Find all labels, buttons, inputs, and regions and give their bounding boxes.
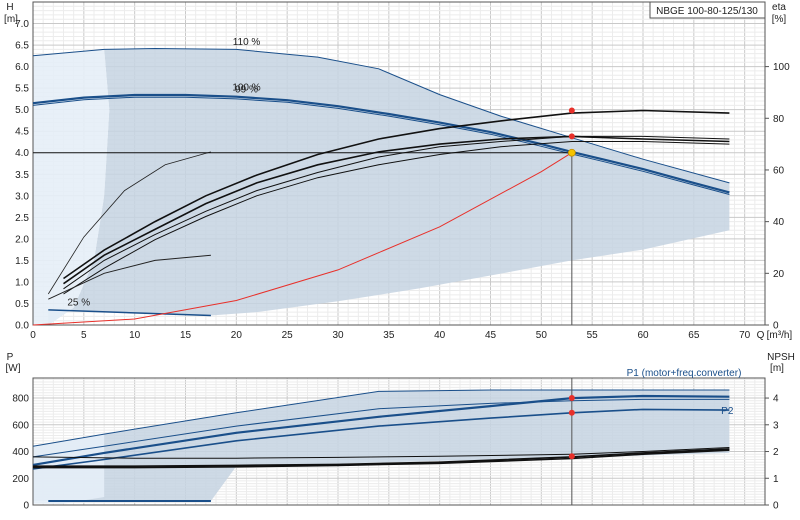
curve-annotation: 25 % — [67, 298, 90, 309]
curve-annotation: 110 % — [233, 37, 261, 48]
flow-x-tick-label: 65 — [688, 330, 700, 341]
flow-x-tick-label: 15 — [180, 330, 192, 341]
flow-x-tick-label: 0 — [30, 330, 36, 341]
power-duty-marker — [568, 453, 575, 460]
power-axis-label: P — [7, 352, 14, 363]
head-y-tick-label: 5.0 — [15, 105, 29, 116]
head-axis-label: H — [6, 2, 13, 13]
npsh-y-tick-label: 3 — [773, 420, 779, 431]
efficiency-y-tick-label: 100 — [773, 62, 790, 73]
flow-x-tick-label: 50 — [536, 330, 548, 341]
head-y-tick-label: 2.5 — [15, 213, 29, 224]
duty-efficiency-marker — [568, 133, 575, 140]
curve-annotation: 99 % — [235, 84, 258, 95]
head-y-tick-label: 4.5 — [15, 127, 29, 138]
efficiency-curve-low-speed-upper — [47, 151, 212, 295]
flow-axis-unit: [m³/h] — [767, 330, 793, 341]
flow-x-tick-label: 40 — [434, 330, 446, 341]
power-light-area — [33, 434, 105, 504]
head-axis-unit: [m] — [4, 14, 18, 25]
head-light-area — [33, 49, 110, 326]
head-y-tick-label: 6.0 — [15, 62, 29, 73]
efficiency-curve-eta-c — [63, 135, 730, 290]
npsh-curve-NPSH-c — [33, 449, 730, 469]
flow-x-tick-label: 60 — [637, 330, 649, 341]
npsh-axis-label: NPSH — [767, 352, 795, 363]
curve-100-percent — [32, 93, 730, 194]
system-curve — [32, 152, 573, 326]
curve-110-percent — [32, 47, 730, 184]
head-y-tick-label: 1.0 — [15, 277, 29, 288]
power-y-tick-label: 400 — [12, 447, 29, 458]
flow-axis-label: Q — [757, 330, 765, 341]
flow-x-tick-label: 70 — [739, 330, 751, 341]
flow-x-tick-label: 35 — [383, 330, 395, 341]
power-y-tick-label: 800 — [12, 394, 29, 405]
efficiency-y-tick-label: 60 — [773, 165, 785, 176]
npsh-y-tick-label: 0 — [773, 501, 779, 512]
npsh-y-tick-label: 1 — [773, 474, 779, 485]
flow-x-tick-label: 5 — [81, 330, 87, 341]
power-duty-marker — [568, 395, 575, 402]
efficiency-y-tick-label: 80 — [773, 114, 785, 125]
chart-title-box — [649, 1, 766, 19]
power-duty-marker — [568, 409, 575, 416]
flow-x-tick-label: 10 — [129, 330, 141, 341]
flow-x-tick-label: 20 — [231, 330, 243, 341]
head-operating-area — [48, 48, 730, 325]
head-y-tick-label: 5.5 — [15, 84, 29, 95]
curve-annotation: 100 % — [232, 82, 260, 93]
flow-x-tick-label: 25 — [282, 330, 294, 341]
duty-point-marker — [567, 148, 576, 157]
power-y-tick-label: 0 — [23, 501, 29, 512]
efficiency-y-tick-label: 40 — [773, 217, 785, 228]
npsh-curve-NPSH-a — [32, 447, 730, 459]
head-y-tick-label: 3.5 — [15, 170, 29, 181]
efficiency-y-tick-label: 20 — [773, 269, 785, 280]
flow-x-tick-label: 55 — [587, 330, 599, 341]
power-y-tick-label: 200 — [12, 474, 29, 485]
head-y-tick-label: 3.0 — [15, 191, 29, 202]
curve-99-percent — [32, 96, 730, 195]
power-y-tick-label: 600 — [12, 420, 29, 431]
curve-low-speed-head — [48, 309, 211, 317]
power-curve-P1-high — [32, 398, 730, 458]
npsh-curve-NPSH-b — [33, 448, 730, 467]
chart-title: NBGE 100-80-125/130 — [656, 6, 758, 17]
head-y-tick-label: 0.5 — [15, 299, 29, 310]
head-plot-frame — [32, 1, 766, 326]
head-y-tick-label: 2.0 — [15, 234, 29, 245]
power-curve-P1-100 — [32, 394, 730, 466]
head-y-tick-label: 6.5 — [15, 41, 29, 52]
efficiency-axis-unit: [%] — [772, 14, 787, 25]
power-plot-frame — [32, 377, 766, 506]
efficiency-curve-eta-d — [63, 141, 730, 295]
power-curve-P2 — [32, 408, 730, 470]
npsh-y-tick-label: 4 — [773, 394, 779, 405]
head-y-tick-label: 0.0 — [15, 321, 29, 332]
head-y-tick-label: 4.0 — [15, 148, 29, 159]
power-axis-unit: [W] — [6, 363, 21, 374]
power-curve-P1-max — [32, 389, 730, 447]
efficiency-y-tick-label: 0 — [773, 321, 779, 332]
duty-efficiency-marker — [568, 107, 575, 114]
efficiency-curve-eta-a — [63, 109, 730, 280]
legend-p2-label: P2 — [721, 406, 734, 417]
efficiency-curve-low-speed-lower — [48, 254, 211, 300]
flow-x-tick-label: 30 — [332, 330, 344, 341]
legend-p1-label: P1 (motor+freq.converter) — [627, 368, 742, 379]
flow-x-tick-label: 45 — [485, 330, 497, 341]
npsh-axis-unit: [m] — [770, 363, 784, 374]
head-y-tick-label: 7.0 — [15, 19, 29, 30]
efficiency-axis-label: eta — [772, 2, 786, 13]
npsh-y-tick-label: 2 — [773, 447, 779, 458]
head-y-tick-label: 1.5 — [15, 256, 29, 267]
